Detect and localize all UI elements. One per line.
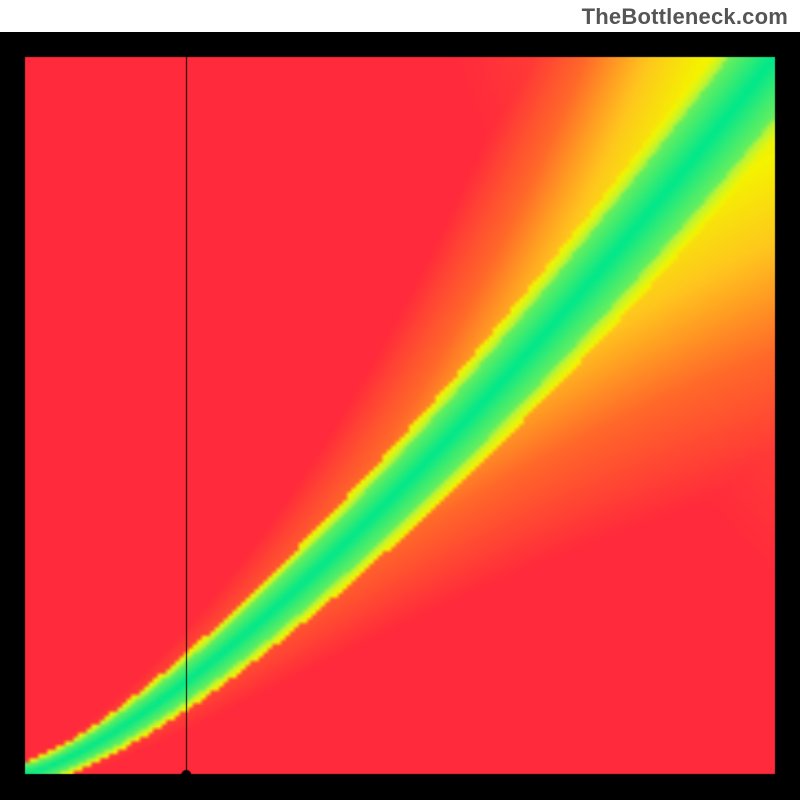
- watermark-text: TheBottleneck.com: [582, 4, 788, 30]
- heatmap-canvas: [0, 32, 800, 800]
- bottleneck-heatmap: [0, 32, 800, 800]
